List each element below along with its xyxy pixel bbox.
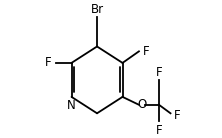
Text: F: F [156, 124, 162, 137]
Text: O: O [137, 98, 147, 111]
Text: N: N [67, 99, 76, 112]
Text: F: F [45, 56, 52, 69]
Text: Br: Br [91, 3, 104, 16]
Text: F: F [174, 109, 180, 122]
Text: F: F [143, 45, 150, 58]
Text: F: F [156, 66, 162, 79]
